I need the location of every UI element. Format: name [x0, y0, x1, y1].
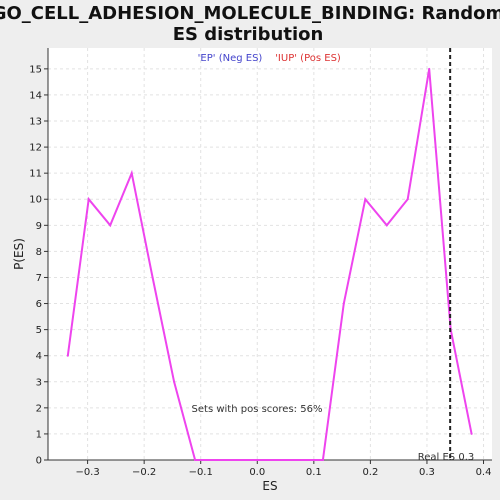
x-tick-label: −0.1	[189, 467, 213, 478]
es-point	[66, 354, 69, 357]
y-tick-label: 0	[36, 456, 42, 467]
es-point	[300, 459, 303, 461]
es-point	[342, 302, 345, 305]
chart-title-line1: GO_CELL_ADHESION_MOLECULE_BINDING: Rando…	[0, 3, 500, 24]
y-tick-label: 9	[36, 221, 42, 232]
x-tick-label: 0.1	[306, 467, 322, 478]
y-tick-label: 6	[36, 299, 42, 310]
x-tick-label: 0.2	[362, 467, 378, 478]
es-point	[364, 198, 367, 201]
chart-title-line2: ES distribution	[173, 24, 324, 45]
real-es-label: Real ES 0.3	[418, 452, 474, 463]
pos-scores-annotation: Sets with pos scores: 56%	[192, 404, 323, 415]
es-point	[236, 459, 239, 461]
es-data-points	[66, 67, 473, 461]
es-point	[406, 198, 409, 201]
es-point	[470, 432, 473, 435]
x-tick-label: 0.4	[476, 467, 492, 478]
es-point	[257, 459, 260, 461]
plot-area	[48, 48, 492, 460]
grid-lines	[48, 48, 492, 460]
legend-ep-neg-es: 'EP' (Neg ES)	[198, 53, 263, 64]
x-tick-label: −0.3	[75, 467, 99, 478]
y-tick-label: 10	[29, 195, 42, 206]
legend-iup-pos-es: 'IUP' (Pos ES)	[275, 53, 341, 64]
y-tick-label: 14	[29, 90, 42, 101]
es-point	[194, 459, 197, 461]
y-tick-label: 12	[29, 143, 42, 154]
es-point	[87, 198, 90, 201]
es-point	[151, 276, 154, 279]
es-point	[321, 459, 324, 461]
y-tick-label: 3	[36, 377, 42, 388]
y-tick-label: 5	[36, 325, 42, 336]
y-tick-label: 8	[36, 247, 42, 258]
x-tick-label: 0.0	[249, 467, 265, 478]
y-axis-label: P(ES)	[12, 238, 26, 270]
y-tick-label: 2	[36, 403, 42, 414]
es-point	[278, 459, 281, 461]
es-point	[385, 224, 388, 227]
x-tick-label: −0.2	[132, 467, 156, 478]
es-point	[215, 459, 218, 461]
y-tick-label: 4	[36, 351, 42, 362]
es-distribution-line	[66, 68, 473, 461]
es-point	[173, 380, 176, 383]
es-point	[428, 67, 431, 70]
x-axis-label: ES	[262, 479, 277, 493]
y-tick-label: 1	[36, 429, 42, 440]
y-tick-label: 13	[29, 117, 42, 128]
x-tick-label: 0.3	[419, 467, 435, 478]
y-tick-label: 15	[29, 64, 42, 75]
x-axis-ticks: −0.3 −0.2 −0.1 0.0 0.1 0.2 0.3 0.4	[75, 460, 491, 478]
es-point	[109, 224, 112, 227]
y-tick-label: 11	[29, 169, 42, 180]
es-point	[130, 172, 133, 175]
y-tick-label: 7	[36, 273, 42, 284]
